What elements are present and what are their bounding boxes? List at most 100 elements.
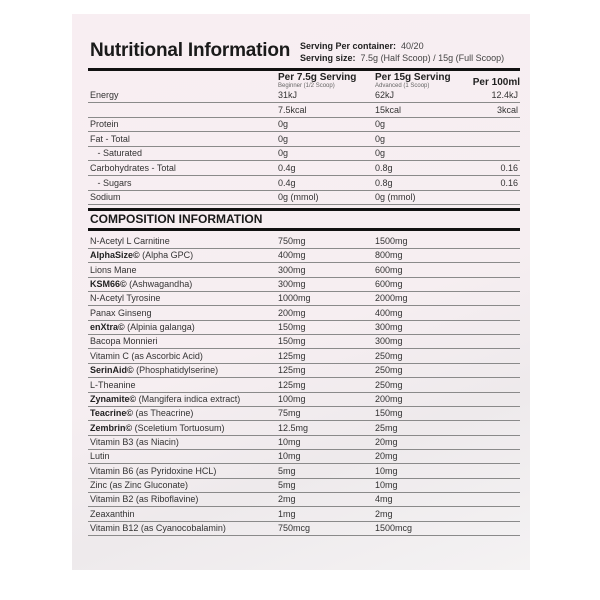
composition-row: L-Theanine 125mg 250mg xyxy=(88,378,520,393)
value-15g: 2mg xyxy=(375,508,393,519)
ingredient-name: Bacopa Monnieri xyxy=(90,334,158,348)
ingredient-name: Lutin xyxy=(90,449,110,463)
value-15g: 0.8g xyxy=(375,177,393,188)
ingredient-name: KSM66© (Ashwagandha) xyxy=(90,277,192,291)
value-7-5g: 0g xyxy=(278,119,289,130)
nutrient-name: - Saturated xyxy=(90,148,143,159)
ingredient-label: Zeaxanthin xyxy=(90,508,135,519)
ingredient-label: Vitamin B3 (as Niacin) xyxy=(90,436,179,447)
ingredient-label: Panax Ginseng xyxy=(90,307,152,318)
ingredient-label: N-Acetyl L Carnitine xyxy=(90,236,170,246)
nutrition-row: Protein 0g 0g xyxy=(88,117,520,133)
value-15g: 250mg xyxy=(375,350,403,361)
nutrition-row: - Saturated 0g 0g xyxy=(88,146,520,162)
ingredient-label: Vitamin B12 (as Cyanocobalamin) xyxy=(90,523,226,533)
value-7-5g: 300mg xyxy=(278,264,306,275)
value-15g: 0g (mmol) xyxy=(375,192,416,203)
ingredient-brand: enXtra© xyxy=(90,322,125,333)
nutrition-row: Fat - Total 0g 0g xyxy=(88,132,520,147)
ingredient-name: Zembrin© (Sceletium Tortuosum) xyxy=(90,421,225,435)
value-7-5g: 75mg xyxy=(278,408,301,419)
value-7-5g: 0g xyxy=(278,133,289,144)
value-15g: 400mg xyxy=(375,307,403,318)
value-7-5g: 10mg xyxy=(278,436,301,447)
ingredient-name: Vitamin B12 (as Cyanocobalamin) xyxy=(90,521,226,535)
ingredient-label: Zinc (as Zinc Gluconate) xyxy=(90,479,189,490)
value-7-5g: 400mg xyxy=(278,250,306,261)
composition-row: Bacopa Monnieri 150mg 300mg xyxy=(88,334,520,350)
composition-row: enXtra© (Alpinia galanga) 150mg 300mg xyxy=(88,320,520,336)
ingredient-brand: KSM66© xyxy=(90,279,127,290)
value-15g: 4mg xyxy=(375,494,393,505)
ingredient-name: Vitamin B6 (as Pyridoxine HCL) xyxy=(90,464,216,478)
value-7-5g: 0g (mmol) xyxy=(278,192,319,203)
ingredient-name: Zeaxanthin xyxy=(90,507,135,521)
value-15g: 25mg xyxy=(375,422,398,433)
composition-row: AlphaSize© (Alpha GPC) 400mg 800mg xyxy=(88,248,520,264)
value-15g: 2000mg xyxy=(375,293,408,304)
composition-row: Zembrin© (Sceletium Tortuosum) 12.5mg 25mg xyxy=(88,421,520,436)
value-7-5g: 125mg xyxy=(278,365,306,376)
value-15g: 300mg xyxy=(375,336,403,347)
nutrition-row: Energy 31kJ 62kJ 12.4kJ xyxy=(88,88,520,103)
value-15g: 0g xyxy=(375,148,386,159)
ingredient-label: (Alpha GPC) xyxy=(139,250,194,261)
column-header-7-5g: Per 7.5g Serving Beginner (1/2 Scoop) xyxy=(278,72,357,89)
ingredient-label: Vitamin C (as Ascorbic Acid) xyxy=(90,350,203,361)
value-7-5g: 31kJ xyxy=(278,90,298,100)
ingredient-label: N-Acetyl Tyrosine xyxy=(90,293,161,304)
ingredient-brand: Teacrine© xyxy=(90,408,133,419)
ingredient-label: Bacopa Monnieri xyxy=(90,336,158,347)
value-100ml: 0.16 xyxy=(500,163,518,173)
value-7-5g: 5mg xyxy=(278,479,296,490)
composition-heading: COMPOSITION INFORMATION xyxy=(90,212,263,226)
value-15g: 10mg xyxy=(375,465,398,476)
nutrition-row: Carbohydrates - Total 0.4g 0.8g 0.16 xyxy=(88,161,520,176)
ingredient-label: Lions Mane xyxy=(90,264,137,275)
ingredient-brand: SerinAid© xyxy=(90,365,134,376)
composition-row: Zinc (as Zinc Gluconate) 5mg 10mg xyxy=(88,478,520,493)
value-15g: 250mg xyxy=(375,365,403,376)
composition-row: Zeaxanthin 1mg 2mg xyxy=(88,507,520,522)
value-15g: 800mg xyxy=(375,250,403,261)
nutrient-name: Sodium xyxy=(90,192,121,203)
ingredient-label: Lutin xyxy=(90,451,110,462)
column-header-100ml: Per 100ml xyxy=(472,77,520,88)
composition-row: N-Acetyl L Carnitine 750mg 1500mg xyxy=(88,234,520,249)
ingredient-label: Vitamin B2 (as Riboflavine) xyxy=(90,494,199,505)
ingredient-label: (Ashwagandha) xyxy=(126,279,193,290)
ingredient-label: (Phosphatidylserine) xyxy=(133,365,219,376)
value-7-5g: 750mg xyxy=(278,236,306,246)
ingredient-brand: Zembrin© xyxy=(90,422,133,433)
divider xyxy=(88,208,520,211)
nutrition-row: 7.5kcal 15kcal 3kcal xyxy=(88,103,520,118)
value-7-5g: 12.5mg xyxy=(278,422,309,433)
composition-row: Vitamin B3 (as Niacin) 10mg 20mg xyxy=(88,435,520,450)
value-7-5g: 750mcg xyxy=(278,523,311,533)
ingredient-name: Vitamin B2 (as Riboflavine) xyxy=(90,492,198,506)
ingredient-name: SerinAid© (Phosphatidylserine) xyxy=(90,363,218,377)
ingredient-name: enXtra© (Alpinia galanga) xyxy=(90,320,195,334)
value-7-5g: 125mg xyxy=(278,379,306,390)
value-15g: 0g xyxy=(375,133,386,144)
column-header-15g: Per 15g Serving Advanced (1 Scoop) xyxy=(375,72,451,89)
ingredient-label: (Alpinia galanga) xyxy=(124,322,195,333)
ingredient-label: (Mangifera indica extract) xyxy=(136,393,241,404)
value-7-5g: 10mg xyxy=(278,451,301,462)
divider xyxy=(88,228,520,231)
value-15g: 1500mcg xyxy=(375,523,413,533)
ingredient-label: Vitamin B6 (as Pyridoxine HCL) xyxy=(90,465,217,476)
ingredient-label: L-Theanine xyxy=(90,379,136,390)
composition-row: Lions Mane 300mg 600mg xyxy=(88,263,520,278)
value-15g: 20mg xyxy=(375,451,398,462)
nutrient-name: Energy xyxy=(90,90,119,100)
composition-row: N-Acetyl Tyrosine 1000mg 2000mg xyxy=(88,291,520,307)
value-7-5g: 125mg xyxy=(278,350,306,361)
ingredient-name: Zinc (as Zinc Gluconate) xyxy=(90,478,188,492)
composition-row: Vitamin B6 (as Pyridoxine HCL) 5mg 10mg xyxy=(88,464,520,479)
composition-row: Panax Ginseng 200mg 400mg xyxy=(88,306,520,321)
value-7-5g: 0g xyxy=(278,148,289,159)
divider xyxy=(88,68,520,71)
ingredient-name: N-Acetyl L Carnitine xyxy=(90,234,170,248)
value-7-5g: 200mg xyxy=(278,307,306,318)
